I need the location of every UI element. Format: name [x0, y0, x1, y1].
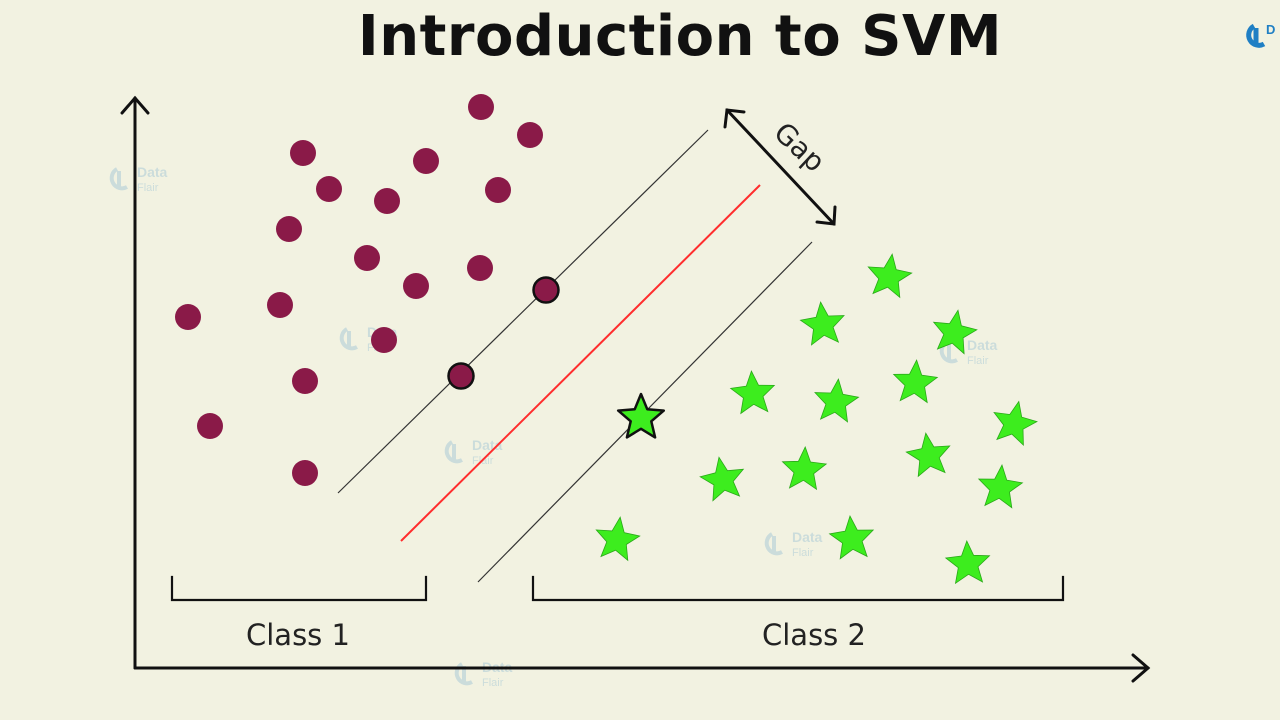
class-1-point — [413, 148, 439, 174]
class-2-star — [595, 516, 641, 562]
class-2-star — [729, 370, 776, 415]
class-2-star — [867, 253, 913, 299]
class-1-point — [468, 94, 494, 120]
gap-arrow-head-icon — [815, 205, 837, 226]
watermark-logo — [109, 162, 1000, 691]
class-2-star — [892, 359, 939, 404]
class-1-point — [354, 245, 380, 271]
diagram-title: Introduction to SVM — [357, 4, 1003, 69]
class-1-bracket — [170, 575, 428, 602]
class-1-point — [292, 368, 318, 394]
class-2-points — [595, 253, 1038, 585]
class-1-label: Class 1 — [246, 618, 350, 652]
class-1-point — [267, 292, 293, 318]
x-axis-arrow-icon — [1131, 653, 1151, 683]
hyperplane-line — [400, 184, 761, 542]
class-2-star — [932, 309, 978, 355]
class-1-point — [292, 460, 318, 486]
axes — [120, 95, 1151, 683]
upper-margin-line — [337, 129, 709, 494]
class-2-star — [944, 539, 991, 585]
class-2-star — [699, 456, 745, 502]
dataflair-logo-icon: D — [1240, 12, 1280, 52]
class-1-point — [276, 216, 302, 242]
y-axis-arrow-icon — [120, 95, 150, 115]
svg-text:D: D — [1266, 22, 1275, 37]
class-1-support-vector — [447, 362, 475, 390]
class-1-point — [467, 255, 493, 281]
class-2-bracket — [531, 575, 1065, 602]
class-2-star — [905, 432, 951, 478]
gap-arrow-head-icon — [723, 108, 746, 129]
class-1-support-vector — [532, 276, 560, 304]
gap-label: Gap — [768, 116, 832, 179]
class-1-points — [175, 94, 560, 486]
class-1-point — [197, 413, 223, 439]
class-2-star — [814, 378, 860, 423]
class-2-label: Class 2 — [762, 618, 866, 652]
class-2-star — [799, 301, 845, 346]
class-1-point — [403, 273, 429, 299]
class-1-point — [316, 176, 342, 202]
class-2-star — [781, 445, 828, 491]
class-1-point — [374, 188, 400, 214]
class-1-point — [517, 122, 543, 148]
class-2-star — [977, 464, 1024, 509]
class-2-star — [828, 515, 875, 560]
class-1-point — [485, 177, 511, 203]
gap-arrow — [723, 108, 837, 226]
class-1-point — [290, 140, 316, 166]
class-1-point — [371, 327, 397, 353]
class-2-support-vector — [616, 392, 666, 439]
class-1-point — [175, 304, 201, 330]
class-2-star — [993, 400, 1038, 446]
